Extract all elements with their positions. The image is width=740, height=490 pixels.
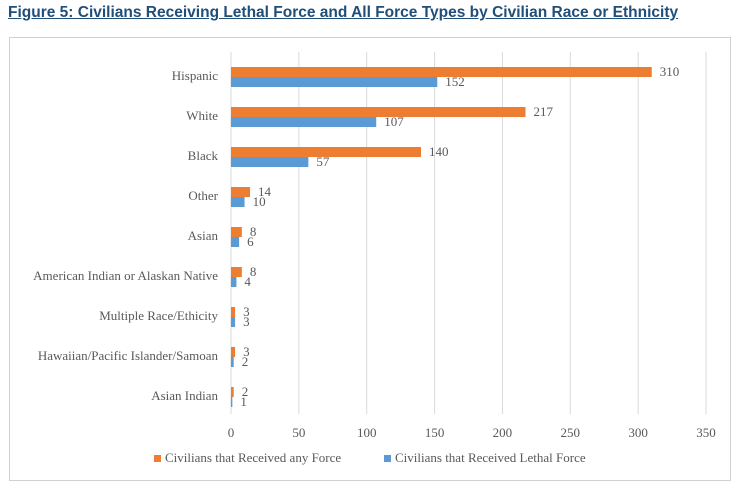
bar (231, 267, 242, 277)
data-label: 1 (240, 394, 247, 409)
x-tick-labels: 0 50 100 150 200 250 300 350 (228, 425, 716, 440)
legend-label: Civilians that Received any Force (165, 450, 341, 465)
data-label: 4 (244, 274, 251, 289)
chart-frame (9, 37, 731, 481)
data-label: 57 (316, 154, 330, 169)
bar (231, 107, 526, 117)
category-label: Multiple Race/Ethicity (99, 308, 218, 323)
legend-swatch (154, 455, 161, 462)
x-tick-label: 50 (292, 425, 305, 440)
bar (231, 277, 237, 287)
data-label: 107 (384, 114, 404, 129)
data-label: 140 (429, 144, 449, 159)
x-tick-label: 150 (425, 425, 445, 440)
data-label: 6 (247, 234, 254, 249)
x-tick-label: 350 (696, 425, 716, 440)
category-label: Asian Indian (151, 388, 218, 403)
bar (231, 197, 245, 207)
bars (231, 67, 652, 407)
data-label: 2 (242, 354, 249, 369)
data-label: 8 (250, 224, 257, 239)
bar (231, 387, 234, 397)
bar (231, 77, 438, 87)
data-label: 310 (660, 64, 680, 79)
figure-title: Figure 5: Civilians Receiving Lethal For… (8, 4, 679, 21)
category-label: White (186, 108, 218, 123)
data-label: 2 (242, 384, 249, 399)
legend-swatch (384, 455, 391, 462)
bar (231, 67, 652, 77)
data-label: 3 (243, 304, 250, 319)
bar (231, 317, 236, 327)
category-label: Hawaiian/Pacific Islander/Samoan (38, 348, 219, 363)
category-label: Asian (188, 228, 219, 243)
category-labels: Hispanic White Black Other Asian American Ind… (33, 68, 218, 403)
bar (231, 347, 236, 357)
category-label: Other (188, 188, 218, 203)
bar (231, 357, 234, 367)
category-label: Black (188, 148, 219, 163)
bar (231, 237, 240, 247)
legend-label: Civilians that Received Lethal Force (395, 450, 586, 465)
data-label: 152 (445, 74, 465, 89)
x-tick-label: 100 (357, 425, 377, 440)
data-label: 14 (258, 184, 272, 199)
data-label: 3 (243, 314, 250, 329)
x-tick-label: 250 (561, 425, 581, 440)
bar (231, 227, 242, 237)
legend: Civilians that Received any Force Civilia… (154, 450, 586, 465)
data-label: 8 (250, 264, 257, 279)
bar (231, 117, 377, 127)
category-label: American Indian or Alaskan Native (33, 268, 218, 283)
category-label: Hispanic (172, 68, 218, 83)
bar (231, 187, 250, 197)
data-label: 10 (253, 194, 266, 209)
gridlines (230, 52, 707, 414)
x-tick-label: 300 (628, 425, 648, 440)
bar (231, 147, 421, 157)
bar (231, 397, 233, 407)
data-label: 217 (534, 104, 554, 119)
bar (231, 157, 309, 167)
bar (231, 307, 236, 317)
x-tick-label: 200 (493, 425, 513, 440)
data-label: 3 (243, 344, 250, 359)
x-tick-label: 0 (228, 425, 235, 440)
